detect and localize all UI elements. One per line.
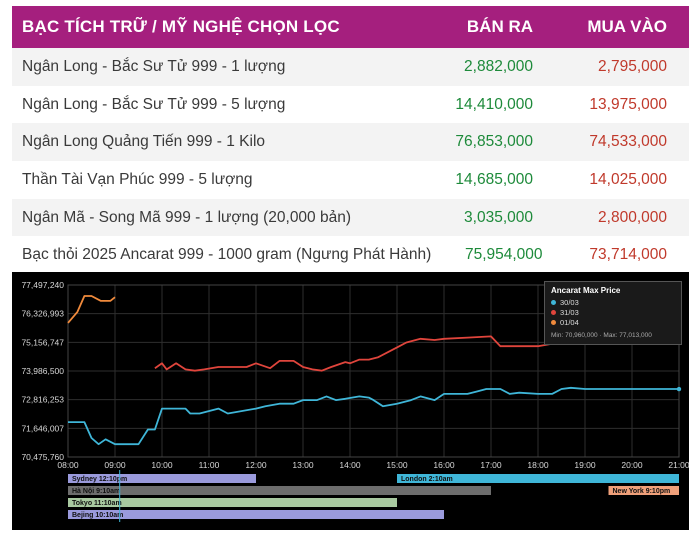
x-tick-label: 20:00 — [621, 460, 643, 470]
cell-buy: 74,533,000 — [589, 133, 667, 151]
session-bar — [397, 474, 679, 483]
header-sell: BÁN RA — [466, 17, 533, 36]
y-tick-label: 77,497,240 — [21, 280, 64, 290]
session-label: Bejing 10:10am — [72, 512, 123, 519]
cell-buy: 2,800,000 — [598, 208, 667, 226]
price-chart: 77,497,240 76,326,993 75,156,747 73,986,500… — [12, 272, 689, 530]
cell-sell: 76,853,000 — [455, 133, 533, 151]
x-tick-label: 08:00 — [57, 460, 79, 470]
x-tick-label: 09:00 — [104, 460, 126, 470]
cell-buy: 14,025,000 — [589, 170, 667, 188]
cell-buy: 2,795,000 — [598, 57, 667, 75]
table-header: BẠC TÍCH TRỮ / MỸ NGHỆ CHỌN LỌC BÁN RA M… — [12, 6, 689, 48]
y-tick-label: 75,156,747 — [21, 337, 64, 347]
cell-sell: 14,685,000 — [455, 170, 533, 188]
table-row: Bạc thỏi 2025 Ancarat 999 - 1000 gram (N… — [12, 236, 689, 275]
session-bar — [68, 498, 397, 507]
x-tick-label: 15:00 — [386, 460, 408, 470]
session-label: London 2:10am — [401, 476, 453, 483]
legend-item-31-03: 31/03 — [551, 308, 579, 317]
silver-price-table: BẠC TÍCH TRỮ / MỸ NGHỆ CHỌN LỌC BÁN RA M… — [12, 6, 689, 275]
session-label: New York 9:10pm — [613, 488, 671, 495]
cell-sell: 3,035,000 — [464, 208, 533, 226]
x-tick-label: 14:00 — [339, 460, 361, 470]
x-tick-label: 21:00 — [668, 460, 689, 470]
x-tick-label: 16:00 — [433, 460, 455, 470]
x-tick-label: 12:00 — [245, 460, 267, 470]
x-tick-label: 13:00 — [292, 460, 314, 470]
cell-sell: 2,882,000 — [464, 57, 533, 75]
series-line-30-03 — [68, 386, 679, 446]
table-row: Ngân Long - Bắc Sư Tử 999 - 1 lượng 2,882… — [12, 48, 689, 86]
price-chart-svg: 77,497,240 76,326,993 75,156,747 73,986,500… — [21, 280, 689, 522]
session-bar — [68, 486, 491, 495]
plot-frame — [67, 284, 680, 458]
table-row: Ngân Mã - Song Mã 999 - 1 lượng (20,000 … — [12, 198, 689, 237]
cell-name: Ngân Mã - Song Mã 999 - 1 lượng (20,000 … — [22, 208, 352, 226]
table-row: Ngân Long Quảng Tiến 999 - 1 Kilo 76,853,… — [12, 123, 689, 162]
cell-sell: 14,410,000 — [455, 95, 533, 113]
cell-buy: 73,714,000 — [589, 246, 667, 264]
cell-name: Ngân Long Quảng Tiến 999 - 1 Kilo — [22, 133, 266, 151]
cell-name: Ngân Long - Bắc Sư Tử 999 - 1 lượng — [22, 57, 286, 75]
x-tick-label: 17:00 — [480, 460, 502, 470]
table-row: Ngân Long - Bắc Sư Tử 999 - 5 lượng 14,41… — [12, 85, 689, 124]
table-body: Ngân Long - Bắc Sư Tử 999 - 1 lượng 2,882… — [12, 48, 689, 275]
session-bar — [68, 510, 444, 519]
legend-item-01-04: 01/04 — [551, 318, 579, 327]
legend-min-max: Min: 70,960,000 · Max: 77,013,000 — [551, 332, 652, 339]
cell-name: Thần Tài Vạn Phúc 999 - 5 lượng — [22, 170, 253, 188]
cell-sell: 75,954,000 — [464, 246, 543, 264]
session-label: Tokyo 11:10am — [72, 500, 122, 507]
cell-buy: 13,975,000 — [589, 95, 667, 113]
y-tick-label: 73,986,500 — [21, 366, 64, 376]
x-tick-label: 11:00 — [199, 460, 220, 470]
x-tick-label: 10:00 — [151, 460, 173, 470]
series-end-point — [676, 386, 682, 392]
x-tick-label: 18:00 — [527, 460, 549, 470]
x-tick-label: 19:00 — [574, 460, 596, 470]
table-row: Thần Tài Vạn Phúc 999 - 5 lượng 14,685,00… — [12, 161, 689, 199]
series-line-31-03 — [154, 335, 562, 372]
cell-name: Ngân Long - Bắc Sư Tử 999 - 5 lượng — [22, 95, 286, 113]
legend-title: Ancarat Max Price — [551, 286, 621, 295]
session-bar — [68, 474, 256, 483]
session-bar — [608, 486, 679, 495]
session-label: Sydney 12:10pm — [72, 476, 127, 483]
y-tick-label: 72,816,253 — [21, 395, 64, 405]
legend-item-30-03: 30/03 — [551, 298, 579, 307]
y-tick-label: 76,326,993 — [21, 309, 64, 319]
header-buy: MUA VÀO — [587, 17, 667, 36]
cell-name: Bạc thỏi 2025 Ancarat 999 - 1000 gram (N… — [22, 246, 432, 264]
series-line-01-04 — [67, 295, 116, 324]
chart-legend: Ancarat Max Price 30/03 31/03 01/04 Min:… — [544, 281, 682, 345]
y-tick-label: 71,646,007 — [21, 423, 64, 433]
header-product: BẠC TÍCH TRỮ / MỸ NGHỆ CHỌN LỌC — [22, 17, 340, 36]
y-tick-label: 70,475,760 — [21, 452, 64, 462]
session-label: Hà Nội 9:10am — [72, 488, 120, 495]
